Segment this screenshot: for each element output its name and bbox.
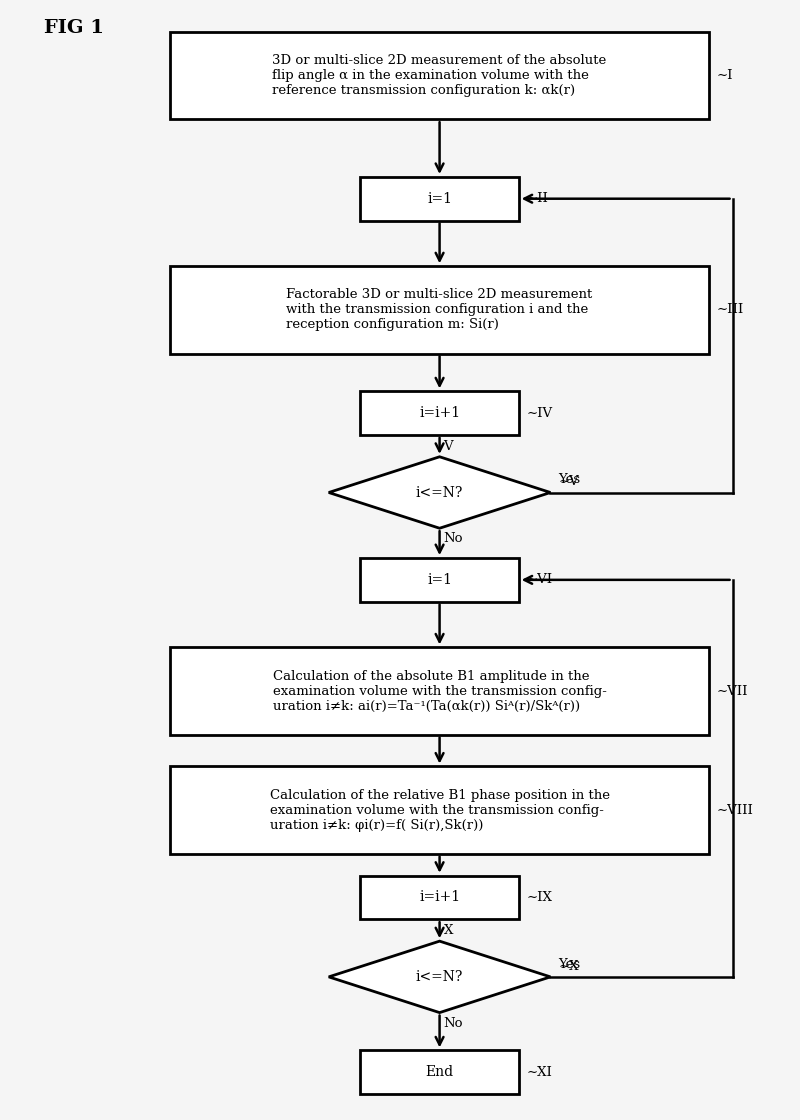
Text: ∼III: ∼III	[717, 304, 744, 316]
Text: i=1: i=1	[427, 572, 452, 587]
Text: Yes: Yes	[558, 473, 581, 486]
Text: X: X	[443, 924, 453, 937]
FancyBboxPatch shape	[361, 391, 518, 435]
Text: ∼XI: ∼XI	[526, 1065, 553, 1079]
Text: ∼IX: ∼IX	[526, 892, 553, 904]
Text: No: No	[443, 1017, 463, 1029]
Text: ∼X: ∼X	[558, 960, 579, 972]
Text: i=i+1: i=i+1	[419, 407, 460, 420]
Text: ∼V: ∼V	[558, 475, 579, 488]
Text: End: End	[426, 1065, 454, 1080]
Polygon shape	[329, 457, 550, 529]
Text: i=1: i=1	[427, 192, 452, 206]
Text: ∼VII: ∼VII	[717, 684, 748, 698]
FancyBboxPatch shape	[170, 766, 709, 853]
Text: Yes: Yes	[558, 958, 581, 971]
Text: Calculation of the relative B1 phase position in the
examination volume with the: Calculation of the relative B1 phase pos…	[270, 788, 610, 832]
FancyBboxPatch shape	[361, 1051, 518, 1094]
FancyBboxPatch shape	[361, 177, 518, 221]
Text: ∼IV: ∼IV	[526, 407, 553, 420]
Text: ∼I: ∼I	[717, 69, 733, 82]
Text: FIG 1: FIG 1	[44, 19, 104, 37]
Text: i<=N?: i<=N?	[416, 485, 463, 500]
Text: ∼VI: ∼VI	[526, 573, 553, 587]
FancyBboxPatch shape	[170, 32, 709, 120]
Text: Calculation of the absolute B1 amplitude in the
examination volume with the tran: Calculation of the absolute B1 amplitude…	[273, 670, 606, 712]
Text: Factorable 3D or multi-slice 2D measurement
with the transmission configuration : Factorable 3D or multi-slice 2D measurem…	[286, 288, 593, 332]
FancyBboxPatch shape	[361, 876, 518, 920]
Text: i=i+1: i=i+1	[419, 890, 460, 905]
FancyBboxPatch shape	[170, 647, 709, 735]
FancyBboxPatch shape	[361, 558, 518, 601]
Polygon shape	[329, 941, 550, 1012]
Text: V: V	[443, 440, 453, 452]
Text: 3D or multi-slice 2D measurement of the absolute
flip angle α in the examination: 3D or multi-slice 2D measurement of the …	[273, 54, 606, 97]
FancyBboxPatch shape	[170, 267, 709, 354]
Text: ∼II: ∼II	[526, 193, 549, 205]
Text: i<=N?: i<=N?	[416, 970, 463, 983]
Text: No: No	[443, 532, 463, 545]
Text: ∼VIII: ∼VIII	[717, 804, 754, 816]
